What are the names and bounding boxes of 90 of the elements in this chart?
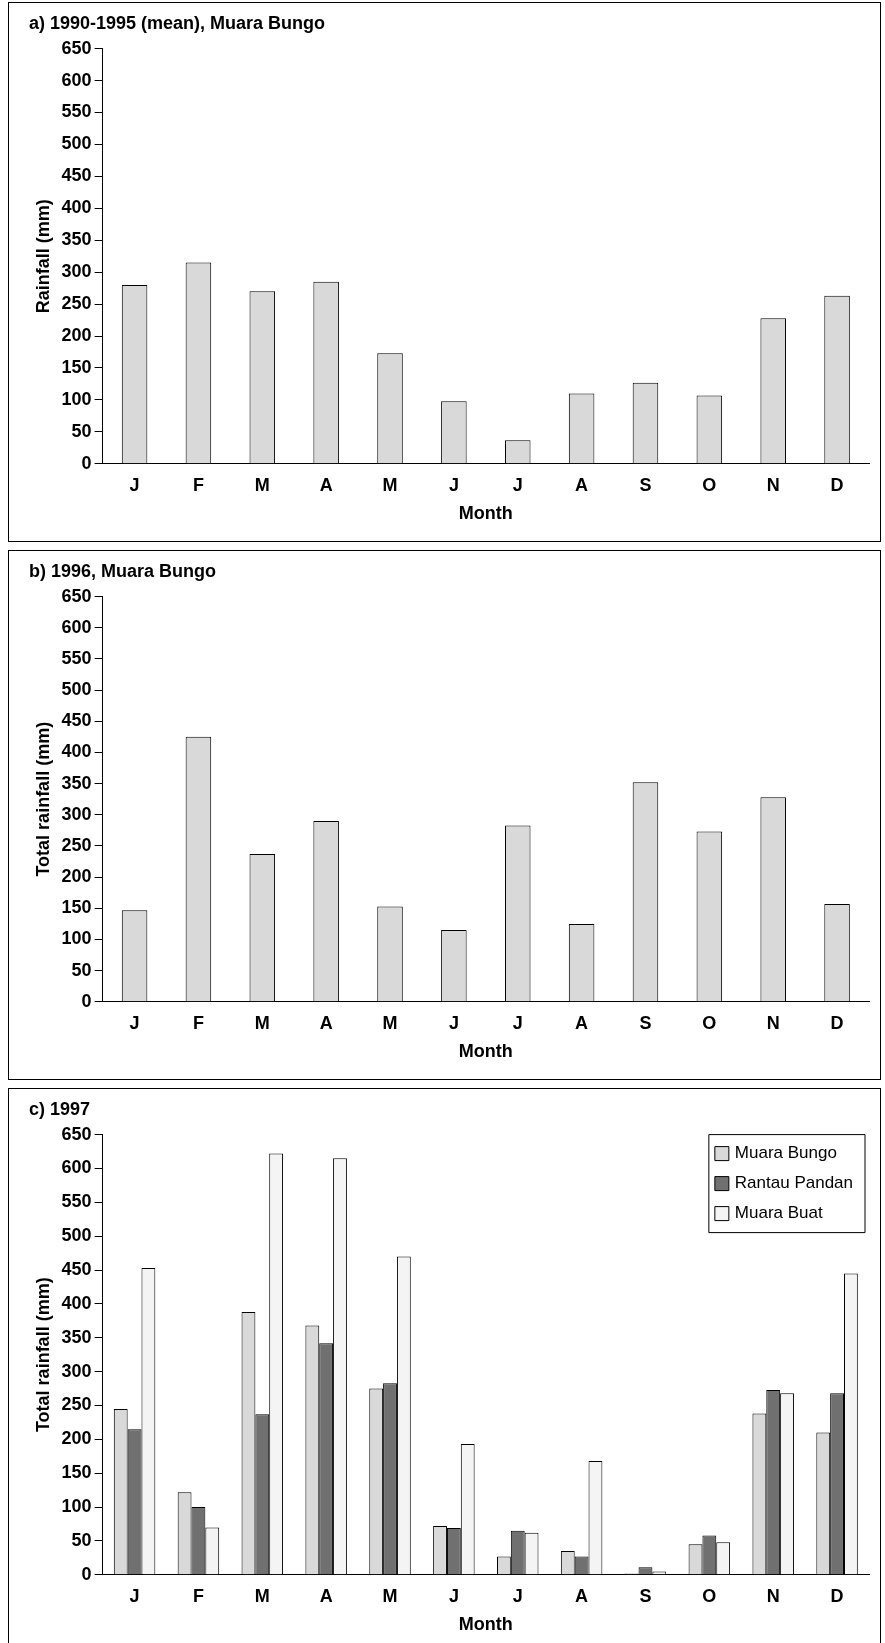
y-tick-label: 50 (71, 1529, 92, 1550)
y-tick-label: 400 (61, 1292, 92, 1313)
x-tick-label: S (639, 474, 652, 495)
x-tick-label: J (129, 1012, 140, 1033)
y-tick-label: 450 (61, 710, 92, 731)
y-tick-label: 50 (71, 420, 92, 441)
y-tick-label: 200 (61, 866, 92, 887)
x-tick-label: F (192, 1585, 204, 1606)
x-tick-label: J (512, 1585, 523, 1606)
y-tick-label: 50 (71, 959, 92, 980)
y-tick-label: 300 (61, 1360, 92, 1381)
x-tick-label: S (639, 1585, 652, 1606)
y-tick-label: 550 (61, 1191, 92, 1212)
x-tick-label: J (448, 474, 459, 495)
x-tick-label: M (254, 474, 270, 495)
y-tick-label: 600 (61, 616, 92, 637)
chart-title: c) 1997 (29, 1098, 91, 1119)
x-tick-label: D (830, 1012, 844, 1033)
y-tick-label: 600 (61, 1157, 92, 1178)
y-tick-label: 500 (61, 1225, 92, 1246)
x-tick-label: M (382, 1012, 398, 1033)
x-tick-label: M (382, 1585, 398, 1606)
x-tick-label: O (702, 1585, 717, 1606)
x-tick-label: M (382, 474, 398, 495)
y-tick-label: 400 (61, 197, 92, 218)
y-tick-label: 100 (61, 1496, 92, 1517)
x-tick-label: J (512, 474, 523, 495)
x-tick-label: A (319, 1012, 333, 1033)
y-tick-label: 300 (61, 803, 92, 824)
y-tick-label: 150 (61, 1462, 92, 1483)
legend-label: Muara Bungo (734, 1143, 837, 1163)
x-axis-title: Month (458, 503, 513, 524)
y-tick-label: 200 (61, 325, 92, 346)
x-axis-title: Month (458, 1041, 513, 1062)
y-tick-label: 250 (61, 293, 92, 314)
y-tick-label: 150 (61, 897, 92, 918)
y-tick-label: 600 (61, 69, 92, 90)
x-tick-label: F (192, 474, 204, 495)
x-axis-title: Month (458, 1614, 513, 1635)
x-tick-label: J (512, 1012, 523, 1033)
x-tick-label: J (129, 1585, 140, 1606)
y-tick-label: 100 (61, 928, 92, 949)
chart-title: b) 1996, Muara Bungo (29, 560, 217, 581)
y-tick-label: 0 (81, 990, 92, 1011)
x-tick-label: A (319, 474, 333, 495)
y-tick-label: 0 (81, 1563, 92, 1584)
y-tick-label: 300 (61, 261, 92, 282)
y-tick-label: 650 (61, 37, 92, 58)
y-tick-label: 250 (61, 1394, 92, 1415)
x-tick-label: N (766, 1585, 780, 1606)
x-tick-label: N (766, 1012, 780, 1033)
x-tick-label: A (319, 1585, 333, 1606)
chart-title: a) 1990-1995 (mean), Muara Bungo (29, 12, 326, 33)
y-tick-label: 550 (61, 101, 92, 122)
y-tick-label: 400 (61, 741, 92, 762)
legend-label: Muara Buat (734, 1203, 823, 1223)
y-tick-label: 550 (61, 647, 92, 668)
x-tick-label: A (575, 1012, 589, 1033)
y-axis-title: Rainfall (mm) (32, 199, 53, 314)
y-tick-label: 650 (61, 585, 92, 606)
y-tick-label: 250 (61, 834, 92, 855)
y-tick-label: 200 (61, 1428, 92, 1449)
y-tick-label: 500 (61, 679, 92, 700)
y-tick-label: 650 (61, 1123, 92, 1144)
y-tick-label: 350 (61, 772, 92, 793)
y-tick-label: 100 (61, 388, 92, 409)
x-tick-label: O (702, 474, 717, 495)
x-tick-label: M (254, 1012, 270, 1033)
y-tick-label: 450 (61, 165, 92, 186)
x-tick-label: D (830, 1585, 844, 1606)
y-tick-label: 350 (61, 229, 92, 250)
x-tick-label: J (448, 1585, 459, 1606)
y-tick-label: 150 (61, 356, 92, 377)
x-tick-label: N (766, 474, 780, 495)
x-tick-label: M (254, 1585, 270, 1606)
y-axis-title: Total rainfall (mm) (32, 1277, 53, 1433)
x-tick-label: J (448, 1012, 459, 1033)
y-tick-label: 0 (81, 452, 92, 473)
x-tick-label: D (830, 474, 844, 495)
x-tick-label: J (129, 474, 140, 495)
x-tick-label: A (575, 1585, 589, 1606)
y-axis-title: Total rainfall (mm) (32, 721, 53, 877)
x-tick-label: A (575, 474, 589, 495)
y-tick-label: 350 (61, 1326, 92, 1347)
x-tick-label: S (639, 1012, 652, 1033)
x-tick-label: F (192, 1012, 204, 1033)
x-tick-label: O (702, 1012, 717, 1033)
legend-label: Rantau Pandan (734, 1173, 853, 1193)
y-tick-label: 450 (61, 1259, 92, 1280)
y-tick-label: 500 (61, 133, 92, 154)
